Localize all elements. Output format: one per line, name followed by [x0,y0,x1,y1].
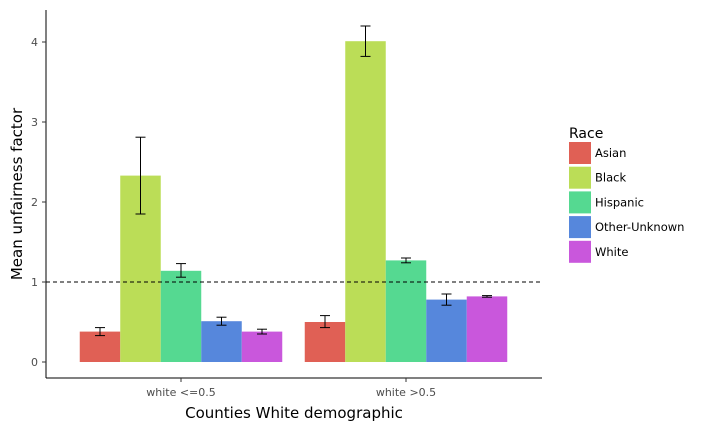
bar-other-unknown-1 [201,321,242,362]
bar-other-unknown-2 [426,299,467,362]
y-tick-label-4: 4 [31,36,38,49]
legend-label-white: White [595,245,628,259]
y-tick-label-3: 3 [31,116,38,129]
bar-asian-2 [304,322,346,362]
y-tick-label-1: 1 [31,276,38,289]
y-tick-label-0: 0 [31,356,38,369]
legend-swatch-hispanic [569,191,591,214]
legend: Race Asian Black Hispanic Other-Unknown Whit… [569,126,684,263]
y-axis-title: Mean unfairness factor [8,107,26,280]
bar-hispanic-2 [385,260,427,362]
legend-title: Race [569,126,603,142]
legend-swatch-other-unknown [569,216,591,239]
bar-hispanic-1 [160,270,202,362]
x-tick-label-1: white <=0.5 [146,386,216,399]
bar-asian-1 [79,331,121,362]
x-tick-label-2: white >0.5 [376,386,436,399]
legend-items: Asian Black Hispanic Other-Unknown White [569,142,684,263]
ticks-layer: 0 1 2 3 4 white <=0.5 white >0.5 [31,36,436,399]
legend-label-other-unknown: Other-Unknown [595,220,684,234]
x-axis-title: Counties White demographic [185,404,403,422]
axes-layer [45,10,542,379]
bar-white-2 [466,296,508,362]
legend-swatch-black [569,166,591,189]
legend-label-asian: Asian [595,146,626,160]
legend-swatch-asian [569,142,591,164]
bar-white-1 [241,331,283,362]
legend-label-black: Black [595,171,626,185]
bar-black-2 [345,41,386,362]
error-bars-layer [95,25,492,337]
legend-swatch-white [569,240,591,263]
bars-layer [79,41,508,362]
legend-label-hispanic: Hispanic [595,195,644,209]
y-tick-label-2: 2 [31,196,38,209]
